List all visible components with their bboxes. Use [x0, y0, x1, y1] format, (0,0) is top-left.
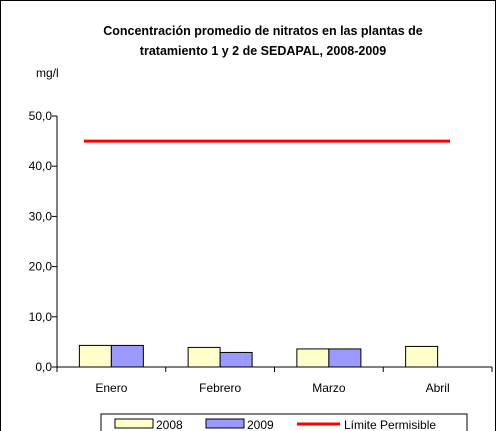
legend: 2008 2009 Límite Permisible: [100, 413, 468, 431]
legend-label-2008: 2008: [156, 418, 183, 431]
chart-title-line-2: tratamiento 1 y 2 de SEDAPAL, 2008-2009: [140, 44, 386, 58]
bar-2009-febrero: [219, 351, 253, 368]
x-category-label: Febrero: [199, 381, 241, 395]
legend-label-limite-permisible: Límite Permisible: [344, 418, 436, 431]
bar-2009-enero: [110, 344, 144, 368]
x-category-label: Abril: [426, 381, 450, 395]
y-tick-label: 30,0: [29, 209, 53, 223]
bar-2008-enero: [78, 344, 112, 368]
legend-swatch-2008: [114, 418, 154, 429]
y-tick-label: 0,0: [35, 360, 52, 374]
x-category-label: Marzo: [312, 381, 346, 395]
bar-2009-marzo: [328, 348, 362, 368]
chart-title-line-1: Concentración promedio de nitratos en la…: [103, 24, 423, 38]
y-tick-label: 40,0: [29, 159, 53, 173]
bar-2008-marzo: [296, 348, 330, 368]
y-tick-label: 50,0: [29, 109, 53, 123]
y-tick-label: 10,0: [29, 310, 53, 324]
y-tick-label: 20,0: [29, 260, 53, 274]
bar-2008-febrero: [187, 346, 221, 368]
legend-box: [100, 413, 468, 431]
plot-area: 0,0 10,0 20,0 30,0 40,0 50,0 Enero Febrero Marzo…: [29, 109, 493, 395]
legend-swatch-2009: [205, 418, 245, 429]
y-axis-unit-label: mg/l: [36, 66, 59, 80]
x-category-label: Enero: [95, 381, 127, 395]
legend-label-2009: 2009: [247, 418, 274, 431]
bar-2008-abril: [405, 345, 439, 368]
